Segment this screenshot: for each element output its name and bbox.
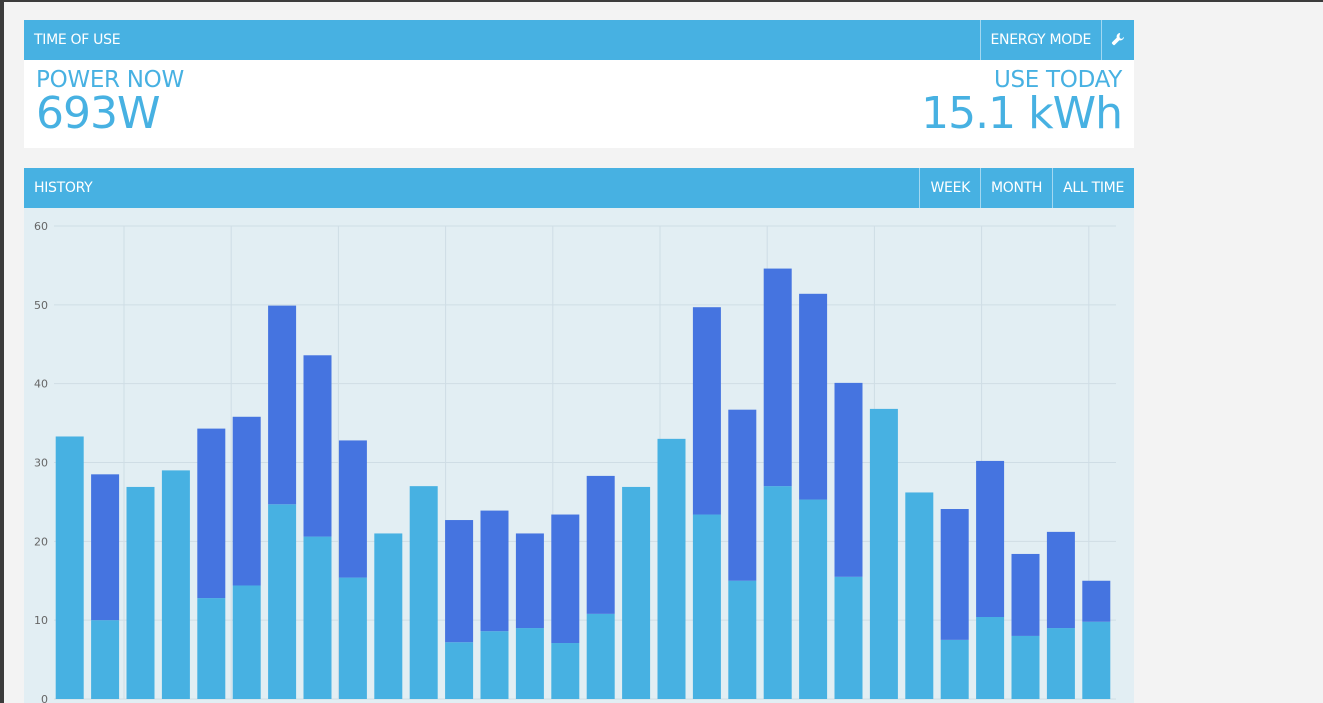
bar-segment-top <box>515 533 544 629</box>
bar-segment-top <box>480 510 509 632</box>
y-tick-label: 20 <box>34 535 48 548</box>
bar-segment-base <box>834 576 863 699</box>
bar-segment-top <box>1046 531 1075 629</box>
history-bar-chart: 0 10 20 30 40 50 60 <box>34 220 1116 703</box>
bar-segment-base <box>161 470 190 699</box>
bar-segment-top <box>303 355 332 537</box>
bar-segment-base <box>409 486 438 699</box>
bar-segment-base <box>940 639 969 699</box>
bar-segment-base <box>374 533 403 699</box>
time-of-use-title: TIME OF USE <box>34 32 121 48</box>
settings-button[interactable] <box>1101 20 1134 60</box>
y-tick-label: 60 <box>34 220 48 233</box>
bar-segment-base <box>905 492 934 699</box>
bar-segment-top <box>1082 580 1111 622</box>
time-of-use-header: TIME OF USE ENERGY MODE <box>24 20 1134 60</box>
bar-segment-top <box>197 428 226 599</box>
bar-segment-base <box>976 617 1005 699</box>
bar-segment-base <box>55 436 84 699</box>
bar-segment-top <box>232 416 261 586</box>
tab-all-time[interactable]: ALL TIME <box>1052 168 1134 208</box>
bar-segment-base <box>692 514 721 699</box>
bar-segment-top <box>551 514 580 644</box>
bar-segment-top <box>91 474 120 621</box>
bar-segment-base <box>728 580 757 699</box>
bar-segment-base <box>91 620 120 699</box>
use-today-value: 15.1 kWh <box>921 88 1123 139</box>
bar-segment-base <box>303 536 332 699</box>
y-tick-label: 40 <box>34 378 48 391</box>
tab-month[interactable]: MONTH <box>980 168 1052 208</box>
bar-segment-base <box>1011 635 1040 699</box>
bar-segment-top <box>940 509 969 640</box>
bar-segment-base <box>586 613 615 699</box>
history-tabs: WEEK MONTH ALL TIME <box>919 168 1134 208</box>
y-tick-label: 10 <box>34 614 48 627</box>
power-now-label: POWER NOW <box>36 67 184 93</box>
bar-segment-base <box>126 486 155 699</box>
bar-segment-base <box>515 628 544 699</box>
y-tick-label: 30 <box>34 457 48 470</box>
bar-segment-base <box>657 438 686 699</box>
history-chart: 0 10 20 30 40 50 60 <box>24 208 1134 703</box>
bar-segment-base <box>197 598 226 699</box>
bar-segment-base <box>551 643 580 699</box>
bar-segment-top <box>586 475 615 614</box>
wrench-icon <box>1111 32 1125 48</box>
bar-segment-top <box>268 305 297 505</box>
bar-segment-top <box>338 440 367 578</box>
bar-segment-top <box>445 520 474 643</box>
bar-segment-base <box>445 642 474 699</box>
history-panel: HISTORY WEEK MONTH ALL TIME 0 10 20 30 40 50 6… <box>24 168 1134 703</box>
bar-segment-base <box>622 486 651 699</box>
y-tick-label: 50 <box>34 299 48 312</box>
use-today-label: USE TODAY <box>993 67 1122 93</box>
time-of-use-body: POWER NOW 693W USE TODAY 15.1 kWh <box>24 60 1134 148</box>
time-of-use-actions: ENERGY MODE <box>979 20 1134 60</box>
history-header: HISTORY WEEK MONTH ALL TIME <box>24 168 1134 208</box>
bar-segment-top <box>728 409 757 581</box>
history-title: HISTORY <box>34 180 93 196</box>
bar-segment-base <box>338 577 367 699</box>
energy-mode-button[interactable]: ENERGY MODE <box>979 20 1101 60</box>
bar-segment-base <box>869 408 898 699</box>
window-left-border <box>0 0 4 703</box>
bar-segment-base <box>480 631 509 699</box>
bar-segment-top <box>976 460 1005 618</box>
window-top-border <box>0 0 1323 2</box>
tab-week[interactable]: WEEK <box>919 168 980 208</box>
power-now-value: 693W <box>36 88 160 139</box>
bar-segment-base <box>763 486 792 699</box>
bar-segment-top <box>692 307 721 515</box>
bar-segment-base <box>232 585 261 699</box>
bar-segment-top <box>834 382 863 577</box>
bar-segment-base <box>268 504 297 699</box>
bar-segment-base <box>1046 628 1075 699</box>
y-tick-label: 0 <box>41 693 48 703</box>
bar-segment-top <box>763 268 792 487</box>
time-of-use-panel: TIME OF USE ENERGY MODE POWER NOW 693W U… <box>24 20 1134 148</box>
bar-segment-base <box>1082 621 1111 699</box>
bar-segment-top <box>1011 553 1040 636</box>
bar-segment-top <box>799 293 828 500</box>
bar-segment-base <box>799 499 828 699</box>
